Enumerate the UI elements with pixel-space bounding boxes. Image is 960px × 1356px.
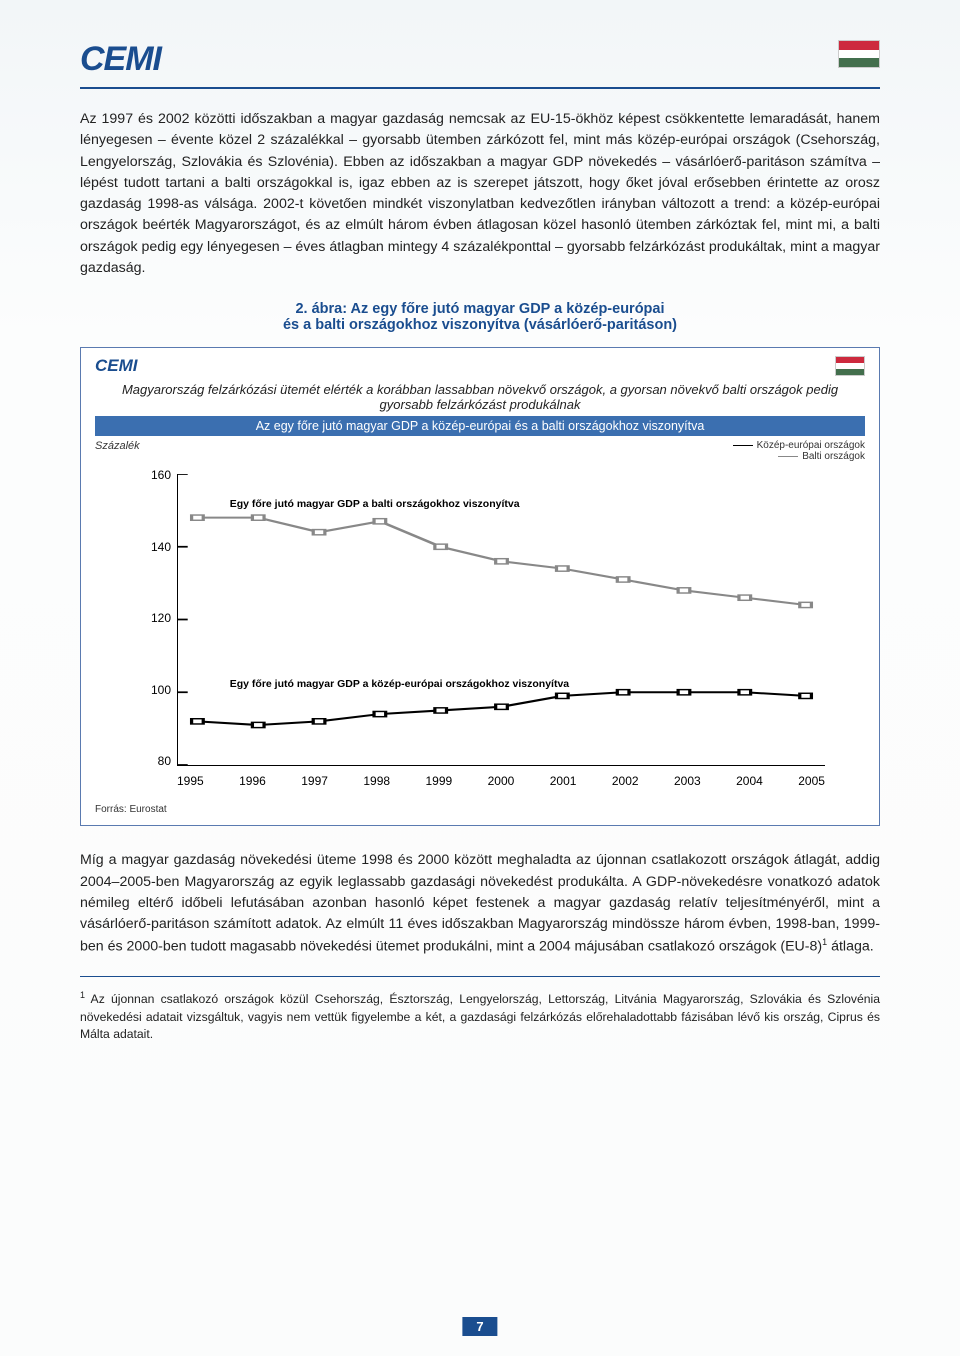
xtick: 2001 <box>550 774 577 788</box>
legend-item-1: Közép-európai országok <box>757 440 865 451</box>
header-divider <box>80 87 880 89</box>
chart-subtitle: Magyarország felzárkózási ütemét elérték… <box>115 382 845 412</box>
ytick: 80 <box>158 754 171 768</box>
cemi-logo: CEMI <box>80 40 161 79</box>
xtick: 1999 <box>426 774 453 788</box>
paragraph-1: Az 1997 és 2002 közötti időszakban a mag… <box>80 109 880 279</box>
xtick: 2005 <box>798 774 825 788</box>
footnote-divider <box>80 976 880 977</box>
figure-title-line2: és a balti országokhoz viszonyítva (vásá… <box>283 317 677 333</box>
logo-text: CEMI <box>80 40 161 79</box>
footnote: 1 Az újonnan csatlakozó országok közül C… <box>80 989 880 1044</box>
chart-header: CEMI <box>95 356 865 376</box>
chart-y-label: Százalék <box>95 440 140 462</box>
paragraph-2a: Míg a magyar gazdaság növekedési üteme 1… <box>80 852 880 954</box>
chart-svg <box>178 474 825 765</box>
chart-plot: 160 140 120 100 80 Egy főre jutó magyar … <box>155 468 825 788</box>
chart-annot-baltic: Egy főre jutó magyar GDP a balti országo… <box>230 498 520 510</box>
ytick: 120 <box>151 611 171 625</box>
xtick: 2003 <box>674 774 701 788</box>
xtick: 2002 <box>612 774 639 788</box>
ytick: 140 <box>151 540 171 554</box>
page: CEMI Az 1997 és 2002 közötti időszakban … <box>0 0 960 1356</box>
chart-source: Forrás: Eurostat <box>95 804 865 815</box>
ytick: 100 <box>151 683 171 697</box>
xtick: 2004 <box>736 774 763 788</box>
chart-legend: Közép-európai országok Balti országok <box>733 440 865 462</box>
page-number: 7 <box>462 1317 497 1336</box>
paragraph-2: Míg a magyar gazdaság növekedési üteme 1… <box>80 850 880 957</box>
chart-container: CEMI Magyarország felzárkózási ütemét el… <box>80 347 880 826</box>
xtick: 1997 <box>301 774 328 788</box>
ytick: 160 <box>151 468 171 482</box>
x-axis: 1995 1996 1997 1998 1999 2000 2001 2002 … <box>155 774 825 788</box>
y-axis: 160 140 120 100 80 <box>151 468 171 768</box>
plot-area: Egy főre jutó magyar GDP a balti országo… <box>177 474 825 766</box>
footnote-text: Az újonnan csatlakozó országok közül Cse… <box>80 992 880 1041</box>
xtick: 1995 <box>177 774 204 788</box>
chart-annot-central: Egy főre jutó magyar GDP a közép-európai… <box>230 678 569 690</box>
chart-banner: Az egy főre jutó magyar GDP a közép-euró… <box>95 416 865 436</box>
xtick: 2000 <box>488 774 515 788</box>
chart-meta-row: Százalék Közép-európai országok Balti or… <box>95 440 865 462</box>
legend-item-2: Balti országok <box>802 451 865 462</box>
xtick: 1996 <box>239 774 266 788</box>
chart-flag-icon <box>835 356 865 376</box>
hungary-flag-icon <box>838 40 880 68</box>
paragraph-2b: átlaga. <box>827 938 874 954</box>
figure-title-line1: 2. ábra: Az egy főre jutó magyar GDP a k… <box>295 301 664 317</box>
page-header: CEMI <box>80 40 880 79</box>
figure-title: 2. ábra: Az egy főre jutó magyar GDP a k… <box>80 301 880 333</box>
chart-logo: CEMI <box>95 356 138 376</box>
xtick: 1998 <box>363 774 390 788</box>
